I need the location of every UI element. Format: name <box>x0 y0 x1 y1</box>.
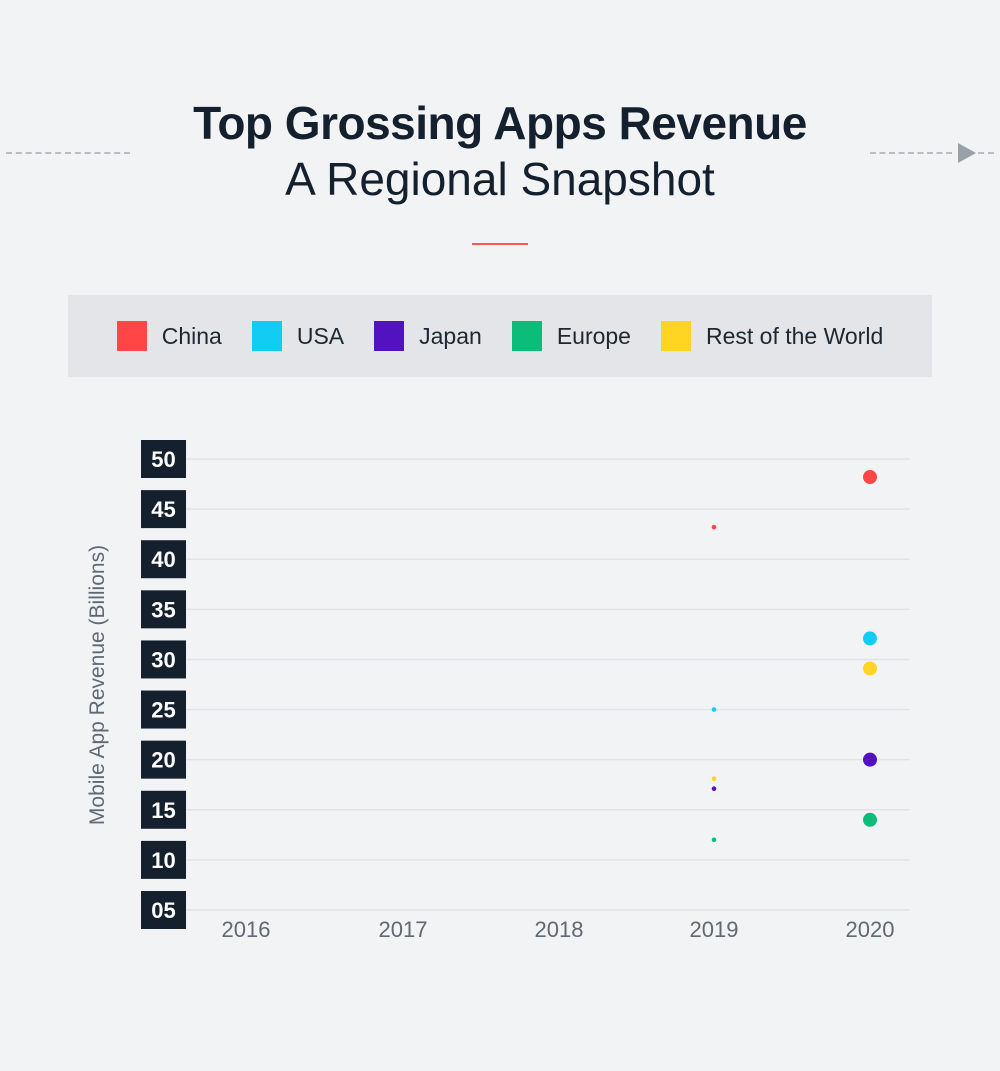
legend-label-europe: Europe <box>556 322 631 349</box>
chart-subtitle: A Regional Snapshot <box>285 153 715 205</box>
data-point-japan <box>863 752 877 767</box>
x-tick-label: 2017 <box>379 917 428 942</box>
x-tick-label: 2019 <box>690 917 739 942</box>
data-point-china <box>711 524 717 530</box>
y-tick-box <box>141 540 186 579</box>
title-accent-line <box>472 243 528 245</box>
legend-swatch-europe <box>511 321 542 351</box>
data-point-rest-of-the-world <box>863 661 877 676</box>
y-tick-box <box>141 590 186 629</box>
legend-label-china: China <box>161 322 222 349</box>
x-tick-label: 2018 <box>535 917 584 942</box>
y-tick-label: 20 <box>151 748 175 773</box>
y-tick-box <box>141 840 186 879</box>
y-tick-label: 50 <box>151 447 175 472</box>
legend-swatch-china <box>116 321 147 351</box>
y-tick-box <box>141 790 186 829</box>
y-tick-label: 40 <box>151 547 175 572</box>
data-point-china <box>863 470 877 485</box>
x-tick-label: 2020 <box>846 917 895 942</box>
y-tick-box <box>141 740 186 779</box>
data-point-europe <box>863 812 877 827</box>
legend: China USA Japan Europe Rest of the World <box>68 295 932 377</box>
y-tick-box <box>141 490 186 529</box>
legend-label-usa: USA <box>296 322 345 349</box>
y-tick-label: 45 <box>151 497 175 522</box>
legend-label-japan: Japan <box>419 322 482 349</box>
legend-label-rest-of-world: Rest of the World <box>705 322 884 349</box>
play-arrow-icon <box>958 143 976 163</box>
y-tick-label: 15 <box>151 798 175 823</box>
y-tick-box <box>141 640 186 679</box>
data-point-japan <box>711 786 717 792</box>
legend-swatch-usa <box>251 321 282 351</box>
y-tick-label: 30 <box>151 647 175 672</box>
y-tick-label: 25 <box>151 698 175 723</box>
data-point-usa <box>711 707 717 712</box>
y-tick-box <box>141 891 186 929</box>
left-dashed-line <box>6 152 130 154</box>
legend-swatch-japan <box>374 321 405 351</box>
chart-title: Top Grossing Apps Revenue <box>193 97 807 149</box>
legend-item-europe: Europe <box>511 321 631 351</box>
legend-item-china: China <box>116 321 222 351</box>
right-dashed-line-tail <box>968 152 994 154</box>
x-tick-label: 2016 <box>222 917 271 942</box>
y-tick-label: 05 <box>151 898 175 923</box>
legend-item-rest-of-world: Rest of the World <box>660 321 884 351</box>
legend-swatch-rest-of-world <box>660 321 691 351</box>
y-tick-label: 10 <box>151 848 175 873</box>
legend-item-japan: Japan <box>374 321 482 351</box>
data-point-usa <box>863 631 877 646</box>
right-dashed-line <box>870 152 952 154</box>
y-tick-label: 35 <box>151 597 175 622</box>
data-point-europe <box>711 837 717 843</box>
data-point-rest-of-the-world <box>711 776 717 782</box>
legend-item-usa: USA <box>251 321 345 351</box>
y-tick-box <box>141 440 186 478</box>
y-tick-box <box>141 690 186 729</box>
